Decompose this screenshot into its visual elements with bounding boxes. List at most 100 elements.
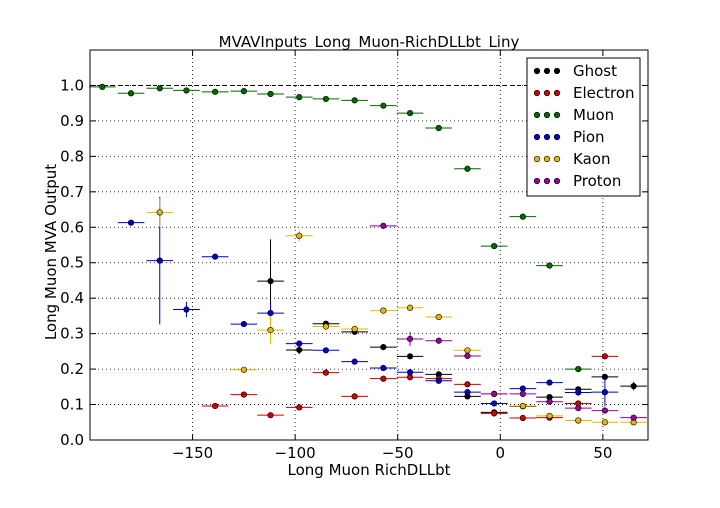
x-tick-label: −100	[275, 444, 316, 462]
legend-label: Pion	[573, 128, 605, 146]
data-point	[601, 407, 609, 414]
data-point	[240, 320, 247, 328]
legend-box	[526, 57, 641, 197]
x-axis-label: Long Muon RichDLLbt	[288, 461, 451, 479]
y-axis-label: Long Muon MVA Output	[42, 164, 60, 340]
data-point	[296, 340, 303, 347]
data-point	[322, 95, 330, 103]
data-point	[406, 304, 414, 311]
y-tick-label: 0.6	[60, 218, 84, 236]
data-point	[406, 353, 414, 360]
data-point	[183, 306, 190, 313]
data-point	[406, 369, 414, 376]
legend-label: Proton	[573, 172, 621, 190]
data-point	[464, 347, 471, 354]
data-point	[380, 364, 387, 372]
data-point	[519, 385, 526, 392]
data-point	[546, 398, 553, 405]
data-point	[351, 393, 358, 400]
legend-marker	[533, 67, 541, 75]
data-point	[380, 344, 387, 351]
data-point	[630, 414, 637, 421]
data-point	[546, 262, 553, 269]
legend-marker	[553, 89, 561, 97]
data-point	[267, 309, 274, 317]
data-point	[464, 389, 471, 396]
y-tick-label: 0.2	[60, 360, 84, 378]
tick-layer: −150 −100 −50 0 50 0.0 0.1 0.2 0.3 0.4 0.5 0.6 0.7 0.…	[60, 50, 648, 462]
data-point	[630, 383, 637, 390]
data-point	[435, 313, 442, 321]
data-point	[351, 358, 358, 365]
y-tick-label: 0.1	[60, 396, 84, 414]
data-point	[322, 323, 330, 330]
data-point	[296, 232, 303, 239]
data-point	[296, 404, 303, 411]
data-point	[519, 390, 526, 398]
data-point	[380, 375, 387, 382]
data-point	[519, 414, 526, 422]
y-tick-label: 0.5	[60, 254, 84, 272]
data-point	[380, 102, 387, 109]
x-tick-label: 50	[593, 444, 612, 462]
data-point	[435, 377, 442, 384]
data-point	[351, 97, 358, 104]
series-kaon	[146, 198, 647, 426]
data-point	[127, 90, 135, 97]
data-point	[380, 222, 387, 229]
data-point	[212, 402, 219, 410]
legend: Ghost Electron Muon Pion Kaon Proton	[526, 57, 641, 197]
data-point	[491, 390, 498, 398]
legend-marker	[533, 177, 541, 185]
data-point	[267, 326, 274, 334]
data-point	[296, 346, 303, 354]
data-point	[546, 379, 553, 386]
data-point	[99, 83, 106, 90]
legend-label: Electron	[573, 84, 635, 102]
series-muon	[88, 83, 592, 373]
legend-marker	[553, 67, 561, 75]
legend-marker	[553, 133, 561, 141]
data-point	[127, 219, 135, 226]
data-point	[267, 412, 274, 419]
data-point	[464, 352, 471, 360]
y-tick-label: 1.0	[60, 76, 84, 94]
data-point	[351, 325, 358, 333]
data-point	[601, 389, 609, 396]
x-tick-label: −150	[172, 444, 213, 462]
legend-marker	[543, 67, 551, 75]
data-point	[601, 419, 609, 426]
data-point	[240, 391, 247, 398]
data-point	[212, 88, 219, 95]
y-tick-label: 0.8	[60, 147, 84, 165]
data-point	[491, 400, 498, 407]
legend-label: Kaon	[573, 150, 610, 168]
series-layer	[88, 83, 647, 426]
legend-marker	[533, 89, 541, 97]
legend-marker	[533, 111, 541, 119]
data-point	[240, 88, 247, 95]
data-point	[491, 242, 498, 250]
data-point	[322, 369, 330, 376]
legend-marker	[553, 155, 561, 163]
y-tick-label: 0.0	[60, 431, 84, 449]
y-tick-label: 0.7	[60, 183, 84, 201]
legend-label: Ghost	[573, 62, 617, 80]
data-point	[406, 335, 414, 343]
data-point	[183, 87, 190, 94]
x-tick-label: −50	[382, 444, 414, 462]
legend-marker	[553, 111, 561, 119]
data-point	[156, 85, 163, 92]
legend-marker	[543, 177, 551, 185]
chart-title: MVAVInputs_Long_Muon-RichDLLbt_Liny	[219, 33, 520, 52]
y-tick-label: 0.4	[60, 289, 84, 307]
data-point	[380, 307, 387, 314]
data-point	[519, 213, 526, 220]
legend-marker	[543, 155, 551, 163]
legend-marker	[543, 133, 551, 141]
data-point	[212, 253, 219, 260]
data-point	[156, 257, 163, 264]
data-point	[519, 402, 526, 410]
legend-marker	[533, 155, 541, 163]
